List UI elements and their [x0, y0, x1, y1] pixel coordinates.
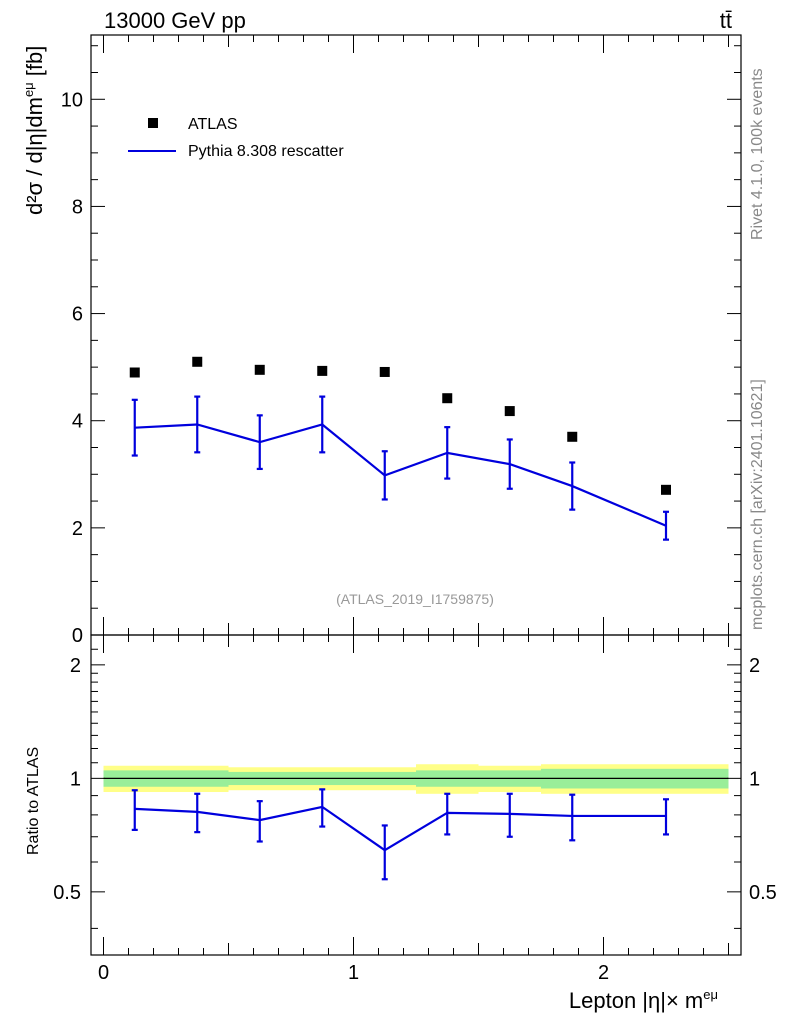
atlas-data-point	[567, 431, 578, 442]
atlas-data-point	[442, 393, 453, 404]
atlas-data-point	[661, 484, 671, 495]
legend-label-atlas: ATLAS	[188, 116, 238, 133]
x-tick-label: 2	[598, 962, 609, 984]
x-tick-label: 1	[348, 962, 359, 984]
ratio-pythia-line	[134, 805, 666, 852]
ratio-y-axis-label: Ratio to ATLAS	[25, 747, 42, 855]
main-y-tick-label: 0	[72, 625, 83, 647]
ratio-y-tick-label-left: 2	[70, 655, 81, 677]
pythia-line	[134, 423, 667, 527]
x-axis-label: Lepton |η|× meμ	[569, 987, 718, 1013]
legend-marker-atlas	[148, 118, 158, 128]
atlas-data-point	[192, 356, 203, 367]
atlas-data-point	[129, 367, 140, 378]
main-y-tick-label: 2	[72, 518, 83, 540]
main-y-tick-label: 10	[61, 89, 83, 111]
ratio-y-tick-label-left: 1	[70, 768, 81, 790]
x-tick-label: 0	[98, 962, 109, 984]
atlas-data-point	[504, 406, 515, 417]
main-y-tick-label: 8	[72, 196, 83, 218]
atlas-data-point	[379, 366, 390, 377]
main-y-tick-label: 6	[72, 304, 83, 326]
rivet-version-label: Rivet 4.1.0, 100k events	[749, 68, 766, 240]
process-label: tt̄	[720, 8, 732, 33]
legend-label-pythia: Pythia 8.308 rescatter	[188, 143, 344, 160]
source-label: mcplots.cern.ch [arXiv:2401.10621]	[749, 379, 766, 630]
energy-label: 13000 GeV pp	[104, 8, 246, 33]
main-y-tick-label: 4	[72, 411, 83, 433]
atlas-data-point	[317, 365, 328, 376]
ratio-y-tick-label-right: 1	[749, 768, 760, 790]
main-panel: 0 2 4 6 8 10	[61, 34, 742, 647]
analysis-watermark: (ATLAS_2019_I1759875)	[336, 591, 494, 607]
main-y-axis-label: d²σ / d|η|dmeμ [fb]	[21, 46, 47, 215]
ratio-y-tick-label-right: 0.5	[749, 882, 777, 904]
ratio-y-tick-label-right: 2	[749, 655, 760, 677]
ratio-y-tick-label-left: 0.5	[53, 882, 81, 904]
atlas-data-point	[254, 364, 265, 375]
legend: ATLAS Pythia 8.308 rescatter	[128, 116, 344, 160]
ratio-panel: 0.5 0.5 1 1 2 2 0 1 2	[53, 634, 777, 984]
ratio-frame	[90, 634, 742, 956]
